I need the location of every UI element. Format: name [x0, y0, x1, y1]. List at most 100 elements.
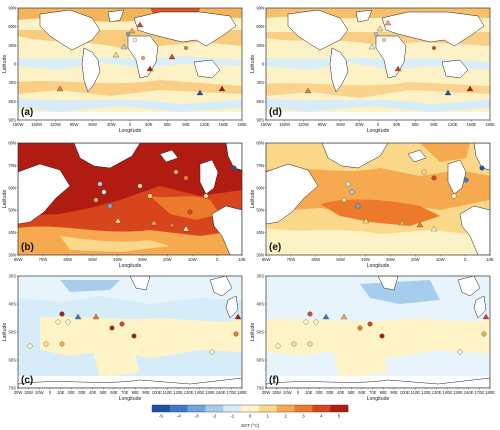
- x-tick-label: 60W: [336, 122, 345, 127]
- x-tick-label: 180E: [485, 122, 495, 127]
- x-tick-label: 20W: [24, 390, 33, 395]
- panel-e: (e) 80W 70W 60W 50W 40W 30W 20W 10W 0 10E 80N 70N 6…: [250, 141, 494, 270]
- x-tick-label: 50E: [348, 390, 356, 395]
- x-tick-label: 120E: [200, 122, 210, 127]
- x-axis-label: Longitude: [119, 263, 142, 269]
- y-tick-label: 30N: [256, 43, 264, 48]
- x-tick-label: 90E: [430, 122, 438, 127]
- panel-c: (c) 30W 20W 10W 0 10E 20E 30E 40E 50E 60E 70E 80E 90…: [2, 274, 247, 403]
- x-tick-label: 0: [377, 122, 380, 127]
- x-tick-label: 60E: [412, 122, 420, 127]
- y-tick-label: 60S: [9, 358, 17, 363]
- panel-d: (d) 180W 150W 120W 90W 60W 30W 0 30E 60E 90E 120E 1…: [250, 6, 495, 135]
- panel-label: (f): [269, 375, 279, 386]
- x-tick-label: 130E: [432, 390, 442, 395]
- x-tick-label: 30W: [355, 122, 364, 127]
- x-tick-label: 10E: [57, 390, 65, 395]
- x-tick-label: 170E: [474, 390, 484, 395]
- panel-e-yticks: 80N 70N 60N 50N 40N 30N: [256, 141, 266, 258]
- x-tick-label: 80W: [262, 257, 271, 262]
- x-tick-label: 20W: [411, 257, 420, 262]
- x-tick-label: 10E: [238, 257, 246, 262]
- x-tick-label: 30E: [393, 122, 401, 127]
- x-tick-label: 150W: [31, 122, 42, 127]
- x-tick-label: 30E: [78, 390, 86, 395]
- x-tick-label: 130E: [184, 390, 194, 395]
- x-tick-label: 150E: [466, 122, 476, 127]
- x-tick-label: 30W: [262, 390, 271, 395]
- x-tick-label: 60E: [164, 122, 172, 127]
- panel-a: (a) 180W 150W 120W 90W 60W 30W 0 30E 60E 90E 120E 1…: [2, 6, 247, 135]
- y-tick-label: 90S: [9, 118, 17, 123]
- x-tick-label: 110E: [163, 390, 173, 395]
- y-tick-label: 80N: [8, 141, 16, 146]
- x-tick-label: 70E: [369, 390, 377, 395]
- y-tick-label: 0: [262, 62, 265, 67]
- x-axis-label: Longitude: [119, 396, 142, 402]
- y-tick-label: 80N: [256, 141, 264, 146]
- x-tick-label: 10W: [436, 257, 445, 262]
- x-tick-label: 30E: [145, 122, 153, 127]
- x-axis-label: Longitude: [119, 128, 142, 134]
- y-tick-label: 90N: [8, 6, 16, 11]
- x-tick-label: 40W: [113, 257, 122, 262]
- y-tick-label: 70S: [9, 386, 17, 391]
- x-tick-label: 180E: [485, 390, 495, 395]
- x-tick-label: 50E: [100, 390, 108, 395]
- panel-f-yticks: 30S 40S 50S 60S 70S: [257, 274, 266, 391]
- panel-c-map: [18, 276, 242, 388]
- panel-c-xticks: 30W 20W 10W 0 10E 20E 30E 40E 50E 60E 70E 80E 90E 100…: [14, 388, 247, 395]
- y-tick-label: 90N: [256, 6, 264, 11]
- y-tick-label: 40N: [256, 230, 264, 235]
- y-axis-label: Latitude: [2, 55, 8, 74]
- x-tick-label: 100E: [152, 390, 162, 395]
- x-tick-label: 10E: [486, 257, 494, 262]
- y-tick-label: 40N: [8, 230, 16, 235]
- x-tick-label: 60W: [311, 257, 320, 262]
- colorbar-tick-label: 1: [267, 414, 270, 419]
- x-tick-label: 80E: [380, 390, 388, 395]
- x-tick-label: 180E: [237, 390, 247, 395]
- x-tick-label: 140E: [442, 390, 452, 395]
- colorbar-swatch: [294, 405, 313, 412]
- y-tick-label: 30N: [8, 43, 16, 48]
- x-tick-label: 0: [216, 257, 219, 262]
- colorbar-tick-label: 5: [338, 414, 341, 419]
- x-tick-label: 70W: [39, 257, 48, 262]
- colorbar-tick-label: 4: [320, 414, 323, 419]
- x-tick-label: 80W: [14, 257, 23, 262]
- x-tick-label: 20E: [68, 390, 76, 395]
- x-tick-label: 90E: [390, 390, 398, 395]
- x-tick-label: 70E: [121, 390, 129, 395]
- x-tick-label: 0: [129, 122, 132, 127]
- panel-label: (b): [21, 242, 34, 253]
- colorbar-swatch: [276, 405, 295, 412]
- y-tick-label: 50S: [257, 330, 265, 335]
- x-tick-label: 170E: [226, 390, 236, 395]
- x-tick-label: 150E: [453, 390, 463, 395]
- panel-d-yticks: 90N 60N 30N 0 30S 60S 90S: [256, 6, 266, 123]
- colorbar-swatch: [152, 405, 171, 412]
- x-tick-label: 100E: [400, 390, 410, 395]
- x-tick-label: 180W: [261, 122, 272, 127]
- panel-e-xticks: 80W 70W 60W 50W 40W 30W 20W 10W 0 10E: [262, 255, 494, 262]
- colorbar-swatches: [151, 404, 349, 413]
- y-tick-label: 90S: [257, 118, 265, 123]
- colorbar-tick-label: -3: [194, 414, 199, 419]
- y-tick-label: 30N: [256, 253, 264, 258]
- x-tick-label: 0: [49, 390, 52, 395]
- x-tick-label: 120E: [421, 390, 431, 395]
- y-tick-label: 50S: [9, 330, 17, 335]
- x-tick-label: 0: [297, 390, 300, 395]
- panel-label: (a): [21, 107, 33, 118]
- x-tick-label: 50W: [88, 257, 97, 262]
- y-tick-label: 60N: [8, 185, 16, 190]
- x-tick-label: 90E: [182, 122, 190, 127]
- colorbar-tick-label: 0: [249, 414, 252, 419]
- panel-b-xticks: 80W 70W 60W 50W 40W 30W 20W 10W 0 10E: [14, 255, 246, 262]
- y-axis-label: Latitude: [250, 55, 256, 74]
- x-tick-label: 60E: [110, 390, 118, 395]
- colorbar-label: SST (°C): [241, 423, 260, 428]
- panel-d-map: [266, 8, 490, 120]
